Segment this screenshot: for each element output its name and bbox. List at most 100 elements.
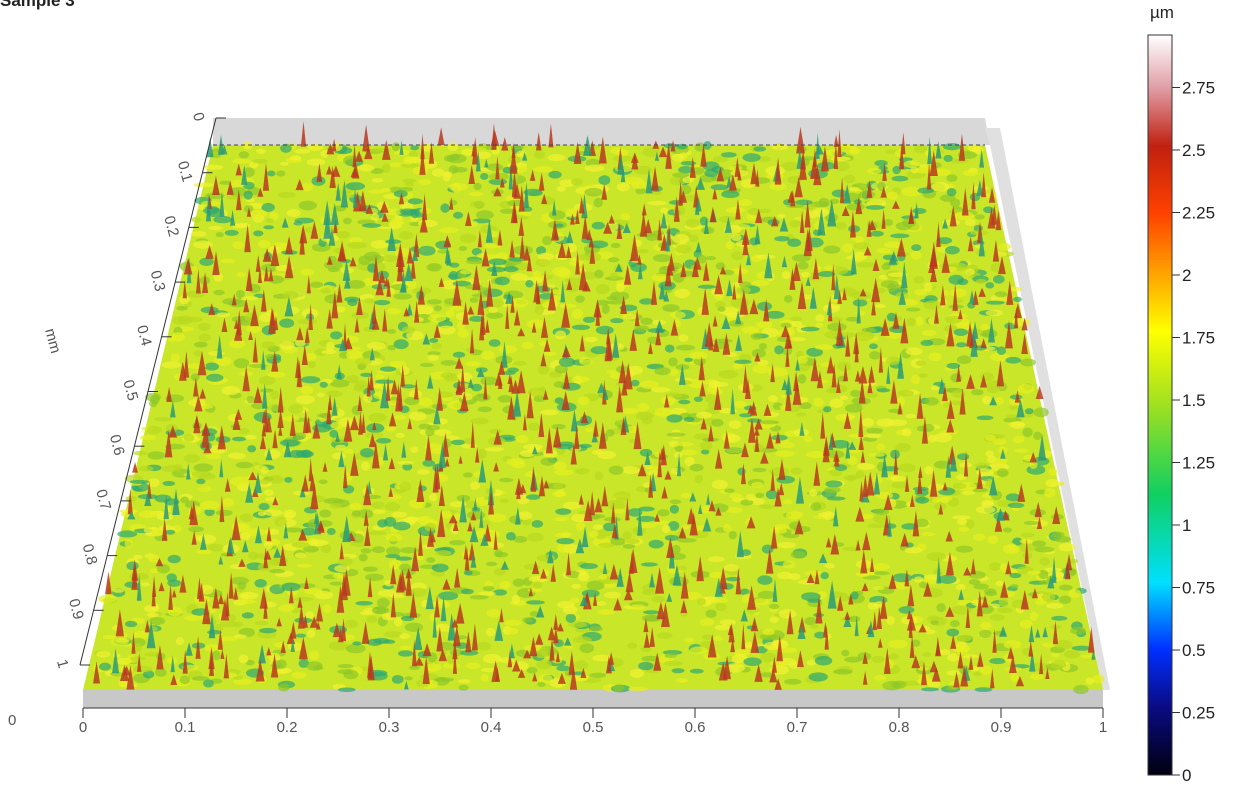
surface-peak (970, 558, 976, 575)
surface-peak (349, 256, 357, 267)
surface-peak (188, 505, 195, 520)
surface-patch (887, 191, 899, 200)
surface-patch (661, 524, 671, 534)
surface-peak (969, 290, 975, 304)
surface-peak (845, 333, 851, 357)
surface-peak (471, 143, 476, 157)
surface-patch (886, 312, 897, 322)
surface-patch (823, 510, 835, 521)
surface-peak (578, 262, 588, 291)
y-axis-label: mm (41, 327, 64, 356)
surface-peak (508, 163, 513, 190)
surface-patch (887, 419, 908, 427)
y-tick-label: 0.6 (106, 433, 128, 458)
surface-patch (718, 215, 736, 223)
surface-patch (206, 373, 224, 382)
surface-peak (352, 162, 360, 179)
surface-patch (371, 177, 384, 183)
surface-peak (398, 383, 403, 411)
surface-patch (651, 274, 670, 282)
surface-peak (547, 548, 554, 564)
surface-peak (410, 255, 416, 279)
surface-patch (252, 158, 268, 164)
surface-peak (228, 571, 234, 599)
surface-patch (975, 505, 996, 514)
surface-peak (437, 127, 445, 146)
surface-peak (193, 377, 199, 397)
surface-patch (951, 605, 972, 615)
surface-peak (822, 442, 830, 463)
surface-patch (801, 271, 811, 278)
surface-peak (845, 440, 851, 459)
surface-peak (945, 552, 954, 576)
surface-patch (143, 670, 155, 679)
surface-patch (725, 447, 744, 454)
surface-peak (911, 655, 921, 669)
surface-patch (300, 527, 317, 536)
surface-patch (1009, 572, 1022, 579)
surface-patch (885, 356, 901, 366)
surface-patch (279, 340, 295, 350)
surface-patch (914, 144, 928, 154)
surface-patch (911, 374, 921, 385)
surface-patch (448, 182, 468, 191)
surface-peak (446, 251, 452, 266)
surface-patch (952, 515, 971, 520)
surface-patch (388, 559, 402, 570)
surface-patch (765, 165, 785, 176)
surface-peak (665, 142, 672, 169)
surface-patch (684, 456, 695, 467)
surface-patch (440, 203, 450, 213)
surface-peak (499, 608, 504, 623)
surface-patch (789, 316, 802, 322)
surface-peak (580, 667, 587, 679)
surface-patch (1013, 296, 1022, 303)
surface-patch (371, 606, 387, 615)
surface-peak (185, 642, 193, 656)
surface-patch (357, 164, 375, 172)
surface-peak (934, 304, 939, 324)
surface-patch (579, 359, 593, 366)
surface-patch (784, 678, 802, 685)
surface-patch (148, 554, 160, 563)
surface-peak (735, 334, 743, 351)
surface-patch (641, 415, 653, 425)
surface-patch (689, 668, 704, 674)
surface-peak (996, 508, 1005, 521)
surface-peak (930, 265, 937, 282)
surface-peak (598, 136, 607, 164)
surface-peak (206, 137, 214, 158)
surface-patch (804, 616, 817, 626)
surface-peak (620, 165, 626, 183)
surface-patch (354, 357, 373, 366)
surface-peak (205, 245, 214, 259)
surface-patch (319, 287, 332, 294)
surface-patch (708, 571, 726, 579)
surface-peak (336, 364, 342, 379)
surface-patch (936, 602, 946, 613)
surface-peak (243, 298, 250, 313)
surface-patch (669, 499, 682, 505)
surface-patch (703, 140, 712, 150)
surface-peak (890, 379, 898, 404)
surface-patch (592, 524, 605, 531)
surface-peak (352, 187, 358, 208)
surface-patch (767, 395, 778, 403)
surface-patch (738, 281, 752, 288)
surface-peak (945, 455, 952, 478)
surface-patch (324, 260, 343, 270)
surface-peak (156, 644, 164, 670)
surface-patch (517, 511, 533, 520)
surface-peak (318, 522, 325, 533)
surface-peak (367, 577, 373, 598)
surface-peak (1016, 398, 1025, 418)
surface-patch (949, 198, 961, 208)
surface-patch (874, 159, 888, 167)
surface-patch (243, 190, 253, 200)
surface-peak (379, 200, 389, 213)
surface-patch (778, 609, 797, 619)
surface-peak (258, 644, 266, 664)
surface-patch (206, 607, 217, 614)
surface-peak (827, 199, 837, 227)
surface-patch (404, 622, 424, 632)
